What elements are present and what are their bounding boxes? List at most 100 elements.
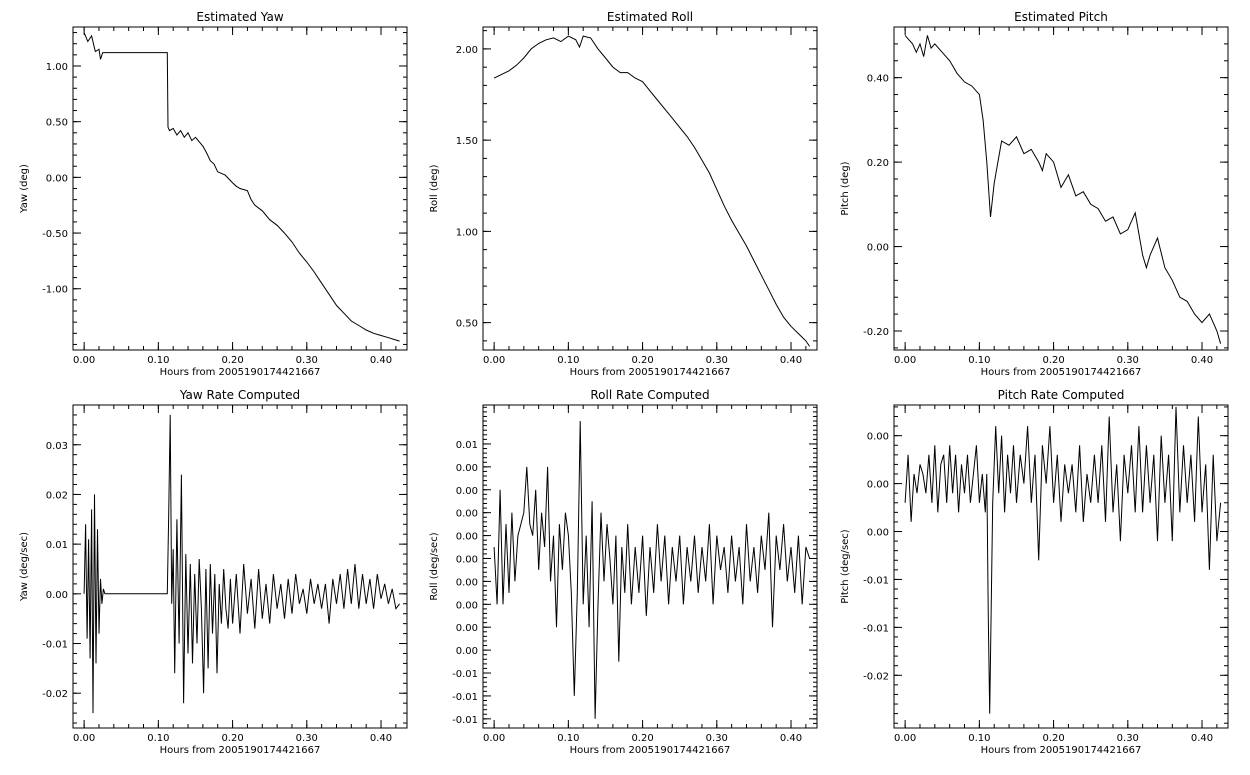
x-tick-label: 0.20 <box>1042 355 1064 366</box>
x-axis-label: Hours from 2005190174421667 <box>570 367 731 378</box>
series-line <box>83 32 400 342</box>
chart-title: Estimated Yaw <box>196 10 283 24</box>
y-tick-label: 1.50 <box>456 136 478 147</box>
y-tick-label: 0.20 <box>867 158 889 169</box>
y-tick-label: 0.00 <box>456 623 478 634</box>
x-tick-label: 0.00 <box>483 355 505 366</box>
series-line <box>493 35 811 347</box>
plot-frame <box>72 404 408 729</box>
y-tick-label: -0.50 <box>42 229 68 240</box>
chart-title: Estimated Pitch <box>1014 10 1108 24</box>
y-tick-label: 0.50 <box>456 319 478 330</box>
x-tick-label: 0.20 <box>1042 733 1064 744</box>
y-tick-label: 0.00 <box>456 646 478 657</box>
plot-frame <box>893 26 1229 351</box>
y-axis-label: Yaw (deg/sec) <box>19 532 30 602</box>
y-axis-label: Roll (deg/sec) <box>429 532 440 600</box>
x-tick-label: 0.30 <box>296 733 318 744</box>
panel-1: Estimated Yaw Hours from 2005190174421667… <box>19 10 408 378</box>
x-tick-label: 0.30 <box>706 355 728 366</box>
plot-frame <box>482 404 818 729</box>
y-tick-label: 0.00 <box>456 463 478 474</box>
x-tick-label: 0.00 <box>483 733 505 744</box>
y-tick-label: -0.01 <box>452 669 478 680</box>
x-tick-label: 0.40 <box>780 355 802 366</box>
y-tick-label: 0.00 <box>867 528 889 539</box>
x-axis-label: Hours from 2005190174421667 <box>160 367 321 378</box>
y-tick-label: -1.00 <box>42 285 68 296</box>
x-tick-label: 0.10 <box>147 733 169 744</box>
x-tick-label: 0.20 <box>221 733 243 744</box>
panel-4: Yaw Rate Computed Hours from 200519017442… <box>19 388 408 756</box>
y-tick-label: 0.00 <box>456 509 478 520</box>
x-tick-label: 0.10 <box>557 733 579 744</box>
x-tick-label: 0.30 <box>706 733 728 744</box>
y-tick-label: 0.00 <box>456 486 478 497</box>
y-tick-label: 0.40 <box>867 74 889 85</box>
y-tick-label: 1.00 <box>456 227 478 238</box>
series-line <box>83 414 400 714</box>
x-axis-label: Hours from 2005190174421667 <box>981 745 1142 756</box>
y-tick-label: 0.00 <box>456 532 478 543</box>
y-tick-label: -0.01 <box>452 692 478 703</box>
chart-title: Yaw Rate Computed <box>179 388 300 402</box>
x-axis-label: Hours from 2005190174421667 <box>981 367 1142 378</box>
x-tick-label: 0.40 <box>370 355 392 366</box>
x-axis-label: Hours from 2005190174421667 <box>160 745 321 756</box>
y-tick-label: 0.00 <box>867 243 889 254</box>
y-tick-label: 0.00 <box>46 590 68 601</box>
y-tick-label: 0.00 <box>46 173 68 184</box>
y-axis-label: Pitch (deg) <box>840 161 851 215</box>
y-axis-label: Pitch (deg/sec) <box>840 529 851 604</box>
x-tick-label: 0.40 <box>1191 733 1213 744</box>
y-axis-label: Yaw (deg) <box>19 164 30 214</box>
y-tick-label: 0.00 <box>456 577 478 588</box>
x-tick-label: 0.40 <box>370 733 392 744</box>
y-tick-label: -0.01 <box>863 623 889 634</box>
x-tick-label: 0.40 <box>780 733 802 744</box>
y-tick-label: -0.20 <box>863 327 889 338</box>
y-tick-label: 0.00 <box>456 554 478 565</box>
x-axis-label: Hours from 2005190174421667 <box>570 745 731 756</box>
y-tick-label: -0.02 <box>42 689 68 700</box>
y-tick-label: 0.03 <box>46 441 68 452</box>
y-axis-label: Roll (deg) <box>429 164 440 212</box>
x-tick-label: 0.20 <box>221 355 243 366</box>
plot-frame <box>893 404 1229 729</box>
x-tick-label: 0.30 <box>1117 733 1139 744</box>
panel-3: Estimated Pitch Hours from 20051901744216… <box>840 10 1229 378</box>
x-tick-label: 0.20 <box>631 355 653 366</box>
chart-title: Estimated Roll <box>607 10 693 24</box>
x-tick-label: 0.10 <box>968 355 990 366</box>
y-tick-label: -0.02 <box>863 671 889 682</box>
panel-6: Pitch Rate Computed Hours from 2005190174… <box>840 388 1229 756</box>
series-line <box>904 35 1222 344</box>
x-tick-label: 0.40 <box>1191 355 1213 366</box>
y-tick-label: -0.01 <box>863 575 889 586</box>
series-line <box>493 420 811 719</box>
x-tick-label: 0.10 <box>557 355 579 366</box>
x-tick-label: 0.00 <box>894 355 916 366</box>
y-tick-label: 0.01 <box>456 440 478 451</box>
x-tick-label: 0.10 <box>147 355 169 366</box>
x-tick-label: 0.10 <box>968 733 990 744</box>
chart-title: Roll Rate Computed <box>590 388 709 402</box>
x-tick-label: 0.00 <box>894 733 916 744</box>
y-tick-label: 0.01 <box>46 540 68 551</box>
y-tick-label: 0.00 <box>456 600 478 611</box>
y-tick-label: 0.00 <box>867 480 889 491</box>
x-tick-label: 0.00 <box>73 355 95 366</box>
y-tick-label: 0.00 <box>867 432 889 443</box>
y-tick-label: 2.00 <box>456 45 478 56</box>
series-line <box>904 406 1222 714</box>
y-tick-label: 0.02 <box>46 490 68 501</box>
panel-2: Estimated Roll Hours from 200519017442166… <box>429 10 818 378</box>
y-tick-label: 1.00 <box>46 62 68 73</box>
x-tick-label: 0.20 <box>631 733 653 744</box>
panel-5: Roll Rate Computed Hours from 20051901744… <box>429 388 818 756</box>
plot-frame <box>482 26 818 351</box>
x-tick-label: 0.00 <box>73 733 95 744</box>
x-tick-label: 0.30 <box>1117 355 1139 366</box>
y-tick-label: -0.01 <box>452 715 478 726</box>
